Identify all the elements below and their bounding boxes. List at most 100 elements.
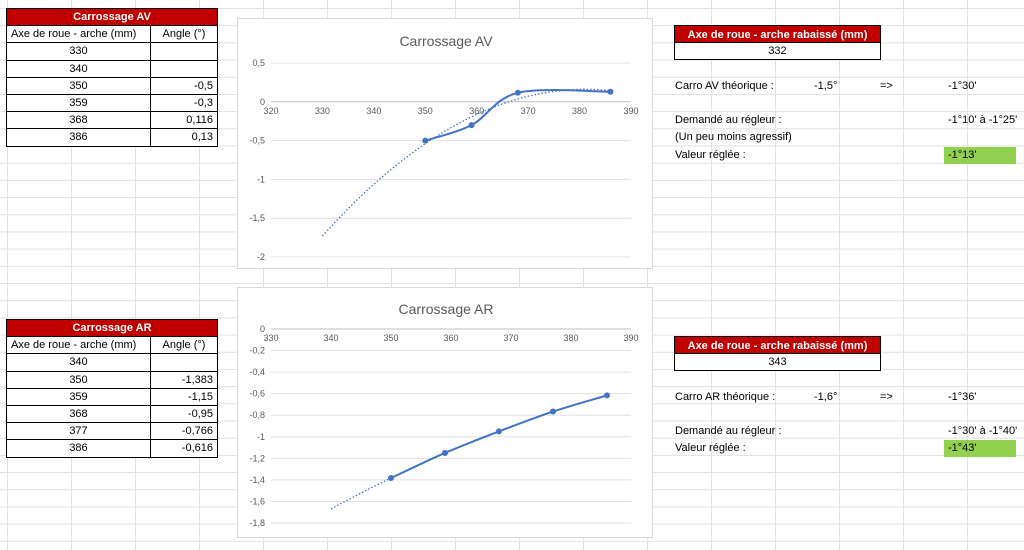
x-tick-label: 330: [263, 333, 278, 343]
arrow-text[interactable]: =>: [880, 391, 893, 403]
chart-carrossage-ar[interactable]: Carrossage AR 0 -0,2 -0,4 -0,6 -0,8 -1 -1,2 -1,…: [237, 287, 653, 538]
x-tick-label: 390: [623, 106, 638, 116]
carro-av-theorique-value[interactable]: -1,5°: [814, 80, 838, 92]
table-carrossage-ar: Carrossage AR Axe de roue - arche (mm) A…: [6, 318, 218, 458]
valeur-reglee-av-value[interactable]: -1°13': [944, 147, 1016, 164]
axe-rabaisse-av-header[interactable]: Axe de roue - arche rabaissé (mm): [674, 25, 881, 43]
data-point: [514, 89, 521, 96]
cell-angle[interactable]: [150, 353, 218, 372]
table-title[interactable]: Carrossage AV: [6, 7, 218, 27]
x-tick-label: 360: [443, 333, 458, 343]
cell-axe[interactable]: 359: [6, 387, 151, 406]
y-tick-label: -0,5: [249, 136, 265, 146]
cell-axe[interactable]: 340: [6, 353, 151, 372]
column-header-angle[interactable]: Angle (°): [150, 25, 218, 44]
table-carrossage-av: Carrossage AV Axe de roue - arche (mm) A…: [6, 7, 218, 147]
x-tick-label: 370: [503, 333, 518, 343]
table-row: 359 -1,15: [6, 387, 218, 406]
y-tick-label: -1,4: [249, 475, 265, 485]
cell-axe[interactable]: 368: [6, 111, 151, 130]
y-tick-label: -1,2: [249, 453, 265, 463]
cell-angle[interactable]: 0,13: [150, 128, 218, 147]
carro-av-theorique-label[interactable]: Carro AV théorique :: [675, 80, 774, 92]
y-tick-label: 0: [260, 97, 265, 107]
chart-title: Carrossage AR: [399, 301, 494, 317]
carro-ar-theorique-dms[interactable]: -1°36': [948, 391, 977, 403]
table-row: 368 -0,95: [6, 404, 218, 424]
chart-av-svg: Carrossage AV 0,5 0 -0,5 -1 -1,5 -2 320 330 340…: [249, 33, 638, 262]
chart-ar-svg: Carrossage AR 0 -0,2 -0,4 -0,6 -0,8 -1 -1,2 -1,…: [249, 301, 638, 528]
cell-axe[interactable]: 377: [6, 422, 151, 441]
x-tick-label: 350: [383, 333, 398, 343]
y-tick-label: -0,4: [249, 367, 265, 377]
arrow-text[interactable]: =>: [880, 80, 893, 92]
carro-ar-theorique-value[interactable]: -1,6°: [814, 391, 838, 403]
valeur-reglee-av-label[interactable]: Valeur réglée :: [675, 149, 746, 161]
y-tick-label: -0,2: [249, 346, 265, 356]
cell-angle[interactable]: -1,383: [150, 370, 218, 389]
y-tick-label: -0,8: [249, 410, 265, 420]
cell-axe[interactable]: 359: [6, 93, 151, 113]
column-header-angle[interactable]: Angle (°): [150, 336, 218, 355]
y-tick-label: 0,5: [252, 58, 265, 68]
table-row: 359 -0,3: [6, 93, 218, 113]
demande-ar-value[interactable]: -1°30' à -1°40': [948, 425, 1018, 437]
series-line: [424, 89, 611, 142]
cell-axe[interactable]: 386: [6, 439, 151, 458]
data-point: [422, 137, 429, 144]
column-header-axe[interactable]: Axe de roue - arche (mm): [6, 25, 151, 44]
table-row: 377 -0,766: [6, 422, 218, 441]
note-text[interactable]: (Un peu moins agressif): [675, 131, 792, 143]
cell-axe[interactable]: 368: [6, 404, 151, 424]
trendline: [330, 394, 608, 510]
y-tick-label: -1: [257, 174, 265, 184]
x-tick-label: 370: [521, 106, 536, 116]
y-tick-label: -1,5: [249, 213, 265, 223]
x-tick-label: 350: [418, 106, 433, 116]
cell-axe[interactable]: 386: [6, 128, 151, 147]
cell-angle[interactable]: [150, 59, 218, 78]
x-tick-label: 330: [315, 106, 330, 116]
axe-rabaisse-av-value[interactable]: 332: [674, 43, 881, 60]
demande-ar-label[interactable]: Demandé au régleur :: [675, 425, 782, 437]
y-tick-label: -0,6: [249, 389, 265, 399]
table-row: 350 -1,383: [6, 370, 218, 389]
demande-av-label[interactable]: Demandé au régleur :: [675, 114, 782, 126]
x-tick-label: 390: [623, 333, 638, 343]
cell-angle[interactable]: -1,15: [150, 387, 218, 406]
carro-av-theorique-dms[interactable]: -1°30': [948, 80, 977, 92]
carro-ar-theorique-label[interactable]: Carro AR théorique :: [675, 391, 776, 403]
y-tick-label: -1,6: [249, 496, 265, 506]
cell-axe[interactable]: 350: [6, 76, 151, 95]
cell-angle[interactable]: [150, 42, 218, 61]
y-tick-label: 0: [260, 324, 265, 334]
table-row: 350 -0,5: [6, 76, 218, 95]
table-row: 386 0,13: [6, 128, 218, 147]
cell-angle[interactable]: -0,95: [150, 404, 218, 424]
valeur-reglee-ar-label[interactable]: Valeur réglée :: [675, 442, 746, 454]
table-row: 340: [6, 59, 218, 78]
chart-title: Carrossage AV: [399, 33, 493, 49]
cell-axe[interactable]: 340: [6, 59, 151, 78]
cell-angle[interactable]: 0,116: [150, 111, 218, 130]
cell-axe[interactable]: 330: [6, 42, 151, 61]
cell-angle[interactable]: -0,616: [150, 439, 218, 458]
cell-axe[interactable]: 350: [6, 370, 151, 389]
x-tick-label: 360: [469, 106, 484, 116]
column-header-axe[interactable]: Axe de roue - arche (mm): [6, 336, 151, 355]
table-title[interactable]: Carrossage AR: [6, 318, 218, 338]
demande-av-value[interactable]: -1°10' à -1°25': [948, 114, 1018, 126]
data-point: [468, 122, 475, 129]
axe-rabaisse-ar-value[interactable]: 343: [674, 354, 881, 371]
cell-angle[interactable]: -0,3: [150, 93, 218, 113]
y-tick-label: -1: [257, 432, 265, 442]
data-point: [388, 475, 394, 482]
valeur-reglee-ar-value[interactable]: -1°43': [944, 440, 1016, 457]
data-point: [496, 428, 502, 435]
chart-carrossage-av[interactable]: Carrossage AV 0,5 0 -0,5 -1 -1,5 -2 320 330 340…: [237, 18, 653, 269]
cell-angle[interactable]: -0,5: [150, 76, 218, 95]
cell-angle[interactable]: -0,766: [150, 422, 218, 441]
axe-rabaisse-ar-header[interactable]: Axe de roue - arche rabaissé (mm): [674, 336, 881, 354]
data-point: [550, 408, 556, 415]
data-point: [604, 392, 610, 399]
